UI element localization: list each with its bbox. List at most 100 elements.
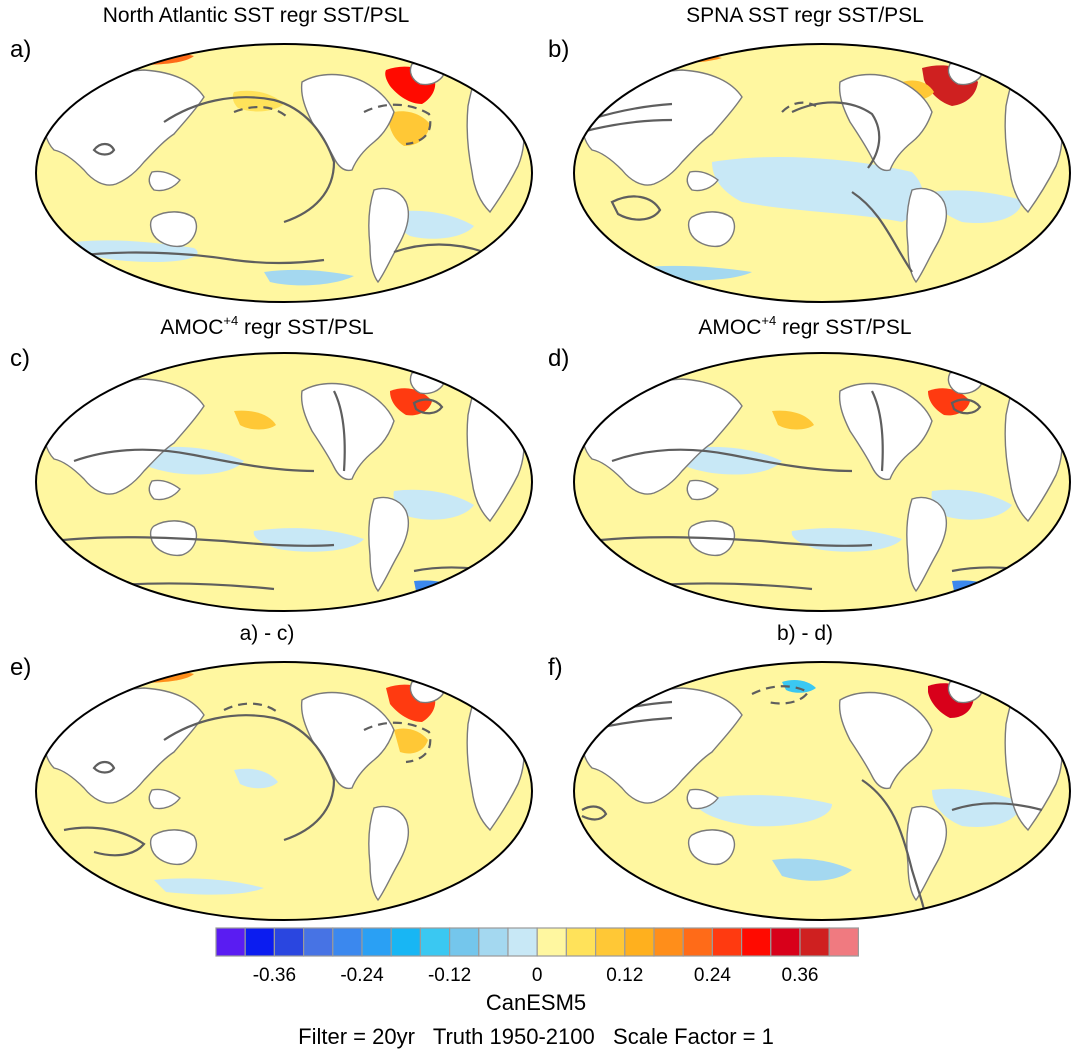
map-panel-a <box>34 43 534 303</box>
colorbar-tick-label: 0.36 <box>782 965 819 986</box>
sst-anomaly <box>622 358 712 371</box>
sst-anomaly <box>394 728 428 754</box>
land <box>687 829 736 866</box>
colorbar-box <box>361 927 392 957</box>
land <box>687 211 736 248</box>
psl-contour <box>412 398 444 415</box>
colorbar-box <box>478 927 509 957</box>
colorbar-box <box>682 927 714 957</box>
map-outline <box>572 43 1072 303</box>
psl-contour <box>393 243 485 254</box>
colorbar-boxes <box>215 927 860 957</box>
psl-contour <box>333 390 346 472</box>
panel-letter: d) <box>548 345 570 372</box>
colorbar-box <box>507 927 538 957</box>
sst-anomaly <box>612 667 702 680</box>
colorbar-box <box>215 927 246 957</box>
sst-anomaly <box>932 788 1022 827</box>
sst-anomaly <box>772 858 852 881</box>
colorbar-box <box>390 927 422 957</box>
land <box>368 805 410 902</box>
colorbar-box <box>303 927 334 957</box>
colorbar-box <box>770 927 801 957</box>
land <box>300 382 395 481</box>
land <box>42 687 205 804</box>
panel-title: North Atlantic SST regr SST/PSL <box>102 4 410 27</box>
colorbar-tick-label: 0.12 <box>606 965 643 986</box>
sst-anomaly <box>234 410 276 430</box>
land <box>906 496 948 593</box>
psl-contour <box>223 702 281 715</box>
psl-contour <box>871 390 884 472</box>
colorbar-tick-labels: -0.36 -0.24 -0.12 0 0.12 0.24 0.36 <box>253 965 819 986</box>
psl-contour <box>92 760 116 774</box>
colorbar-box <box>244 927 275 957</box>
panel-b: SPNA SST regr SST/PSL b) <box>548 4 1072 303</box>
land <box>906 805 948 902</box>
psl-contour <box>92 142 116 156</box>
sst-anomaly <box>772 410 814 430</box>
land <box>906 187 948 284</box>
colorbar-box <box>624 927 655 957</box>
land <box>580 69 743 186</box>
colorbar-box <box>273 927 305 957</box>
land <box>686 479 719 501</box>
sst-anomaly <box>928 388 970 416</box>
land <box>149 211 198 248</box>
land <box>148 479 181 501</box>
sst-anomaly <box>154 878 264 895</box>
panel-d: AMOC+4 regr SST/PSL d) <box>548 313 1072 612</box>
land <box>148 788 181 810</box>
colorbar-box <box>799 927 830 957</box>
sst-anomaly <box>84 358 174 371</box>
colorbar-tick-label: 0.24 <box>694 965 731 986</box>
sst-anomaly <box>712 157 923 222</box>
psl-contour <box>581 805 608 821</box>
footer-info: Filter = 20yr Truth 1950-2100 Scale Fact… <box>298 1024 774 1049</box>
sst-anomaly <box>692 795 832 827</box>
sst-anomaly <box>393 210 474 239</box>
land <box>148 170 181 192</box>
sst-anomaly <box>234 768 278 789</box>
panel-title: AMOC+4 regr SST/PSL <box>698 313 912 339</box>
land <box>686 788 719 810</box>
panel-letter: f) <box>548 654 563 681</box>
sst-anomaly <box>388 111 430 146</box>
sst-anomaly <box>232 90 284 112</box>
psl-contour <box>53 536 335 547</box>
map-outline <box>34 661 534 921</box>
model-name: CanESM5 <box>485 990 587 1015</box>
psl-contour <box>73 251 325 265</box>
panel-c: AMOC+4 regr SST/PSL c) <box>10 313 534 612</box>
panel-letter: e) <box>10 654 32 681</box>
psl-contour <box>63 826 146 857</box>
sst-anomaly <box>264 269 354 286</box>
psl-contour <box>781 101 817 113</box>
psl-contour <box>233 106 287 117</box>
panel-letter: b) <box>548 36 570 63</box>
panel-title: a) - c) <box>239 622 295 645</box>
psl-contour <box>163 96 336 224</box>
panel-letter: a) <box>10 36 32 63</box>
panel-letter: c) <box>10 345 30 372</box>
colorbar-box <box>711 927 743 957</box>
land <box>42 378 205 495</box>
map-outline <box>572 661 1072 921</box>
colorbar-box <box>536 927 568 957</box>
colorbar-box <box>740 927 772 957</box>
land <box>838 382 933 481</box>
panel-title: b) - d) <box>776 622 833 645</box>
colorbar-tick-label: 0 <box>532 965 543 986</box>
sst-anomaly <box>74 240 198 262</box>
map-panel-f <box>572 661 1072 921</box>
colorbar-box <box>332 927 363 957</box>
colorbar-box <box>828 927 860 957</box>
psl-contour <box>163 714 336 842</box>
psl-contour <box>950 398 982 415</box>
sst-anomaly <box>932 190 1022 224</box>
psl-contour <box>363 721 432 764</box>
psl-contour <box>611 448 853 473</box>
land <box>368 187 410 284</box>
psl-contour <box>363 103 432 146</box>
colorbar-box <box>565 927 597 957</box>
